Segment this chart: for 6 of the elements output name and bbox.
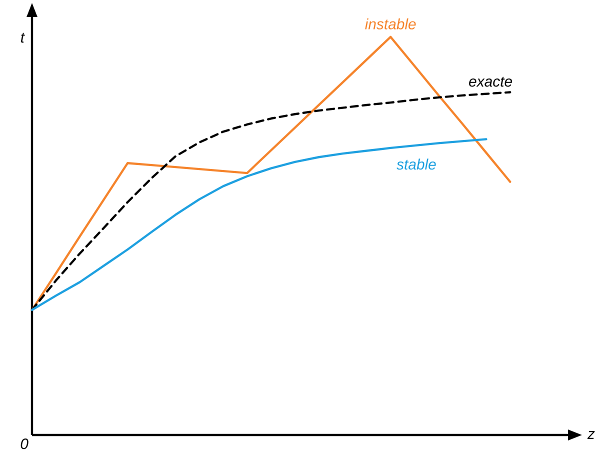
series-label: instable xyxy=(365,18,416,30)
text: 0 xyxy=(20,438,28,450)
x-axis-title: z xyxy=(587,431,595,439)
series-label: stable xyxy=(396,158,436,170)
y-axis-title: t xyxy=(21,32,26,43)
series-label: exacte xyxy=(469,76,512,87)
